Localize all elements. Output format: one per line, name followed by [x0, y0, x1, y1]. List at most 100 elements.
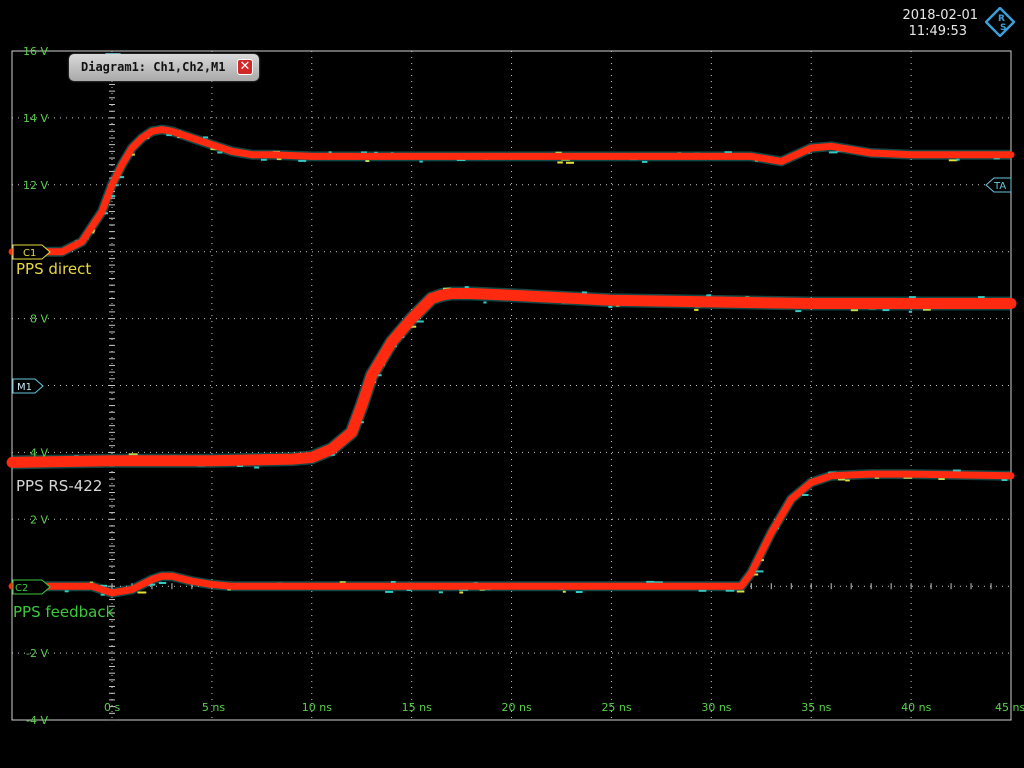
persistence-dot: [464, 286, 469, 289]
x-tick-label: 25 ns: [601, 701, 631, 714]
persistence-dot: [166, 134, 172, 137]
persistence-dot: [948, 159, 958, 162]
ta-marker[interactable]: TA: [985, 177, 1012, 193]
c2-marker[interactable]: C2: [12, 579, 51, 595]
persistence-dot: [557, 161, 563, 164]
diagram-tab[interactable]: Diagram1: Ch1,Ch2,M1 ✕: [69, 54, 259, 81]
capture-time: 11:49:53: [908, 24, 967, 39]
persistence-dot: [923, 308, 931, 311]
x-tick-label: 5 ns: [202, 701, 225, 714]
persistence-dot: [114, 184, 119, 187]
persistence-dot: [736, 590, 745, 593]
trace-ch2: [8, 470, 1015, 597]
persistence-dot: [903, 476, 913, 479]
persistence-dot: [411, 325, 417, 328]
persistence-dot: [100, 593, 105, 596]
c2-marker-label: C2: [15, 583, 28, 594]
persistence-dot: [646, 580, 655, 583]
persistence-dot: [908, 310, 913, 313]
m1-marker[interactable]: M1: [12, 378, 44, 394]
persistence-dot: [147, 583, 156, 586]
persistence-dot: [217, 151, 223, 154]
x-tick-label: 30 ns: [701, 701, 731, 714]
persistence-dot: [236, 465, 243, 467]
persistence-dot: [203, 136, 209, 139]
persistence-dot: [724, 151, 732, 154]
trace-m1: [6, 288, 1017, 468]
persistence-dot: [89, 581, 94, 584]
x-tick-label: 45 ns: [995, 701, 1024, 714]
persistence-dot: [1001, 479, 1008, 481]
persistence-dot: [952, 469, 961, 472]
persistence-dot: [882, 309, 890, 312]
persistence-dot: [128, 453, 138, 456]
trace-label-ch2: PPS feedback: [13, 603, 115, 621]
persistence-dot: [298, 159, 307, 162]
rohde-schwarz-logo: R S: [985, 7, 1015, 37]
x-tick-label: 40 ns: [901, 701, 931, 714]
persistence-dot: [416, 320, 424, 323]
c1-marker-label: C1: [23, 248, 36, 259]
x-tick-label: 35 ns: [801, 701, 831, 714]
y-tick-label: 14 V: [23, 112, 48, 125]
x-tick-label: 10 ns: [302, 701, 332, 714]
y-tick-label: 8 V: [30, 313, 48, 326]
persistence-dot: [562, 590, 566, 593]
persistence-dot: [694, 308, 699, 311]
y-tick-label: 12 V: [23, 179, 48, 192]
persistence-dot: [419, 160, 423, 163]
diagram-tab-label: Diagram1: Ch1,Ch2,M1: [81, 60, 226, 74]
persistence-dot: [642, 160, 648, 163]
trace-label-m1: PPS RS-422: [16, 477, 102, 495]
channel-markers: C1 M1 C2 TA: [12, 177, 1012, 595]
x-tick-label: 15 ns: [402, 701, 432, 714]
capture-date: 2018-02-01: [902, 8, 978, 23]
x-tick-label: 20 ns: [502, 701, 532, 714]
y-tick-label: 16 V: [23, 45, 48, 58]
y-tick-label: 4 V: [30, 446, 48, 459]
persistence-dot: [760, 559, 764, 562]
persistence-dot: [575, 591, 583, 593]
m1-marker-label: M1: [17, 382, 32, 393]
persistence-dot: [374, 151, 378, 154]
persistence-dot: [795, 310, 802, 313]
svg-text:S: S: [1000, 23, 1006, 33]
persistence-dot: [115, 176, 125, 179]
persistence-dot: [828, 151, 838, 154]
c1-marker[interactable]: C1: [12, 244, 51, 260]
persistence-dot: [938, 478, 945, 480]
persistence-dot: [64, 590, 69, 593]
persistence-dot: [339, 581, 346, 584]
persistence-dot: [276, 158, 282, 161]
persistence-dot: [438, 591, 443, 594]
persistence-dot: [993, 157, 1000, 160]
persistence-dot: [874, 476, 880, 479]
persistence-dot: [956, 158, 960, 161]
persistence-dot: [566, 161, 574, 164]
persistence-dot: [909, 296, 916, 299]
persistence-dot: [328, 151, 332, 154]
close-icon[interactable]: ✕: [237, 59, 253, 75]
persistence-dot: [375, 374, 382, 377]
persistence-dot: [210, 148, 218, 151]
trace-ch1: [8, 126, 1015, 256]
trace-label-ch1: PPS direct: [16, 260, 91, 278]
persistence-dot: [802, 494, 809, 496]
persistence-dot: [103, 212, 109, 215]
persistence-dot: [555, 151, 562, 154]
persistence-dot: [137, 591, 147, 594]
persistence-dot: [725, 589, 735, 592]
persistence-dot: [838, 478, 846, 481]
persistence-dot: [390, 581, 396, 583]
persistence-dot: [698, 589, 707, 592]
ta-marker-label: TA: [993, 181, 1006, 192]
svg-text:R: R: [998, 14, 1005, 24]
tick-labels: 0 s 5 ns 10 ns 15 ns 20 ns 25 ns 30 ns 35 ns 40 …: [23, 45, 1024, 727]
persistence-dot: [751, 573, 759, 576]
persistence-dot: [581, 291, 587, 294]
persistence-dot: [608, 305, 613, 308]
persistence-dot: [845, 479, 850, 482]
x-tick-label: 0 s: [104, 701, 120, 714]
persistence-dot: [158, 582, 167, 584]
